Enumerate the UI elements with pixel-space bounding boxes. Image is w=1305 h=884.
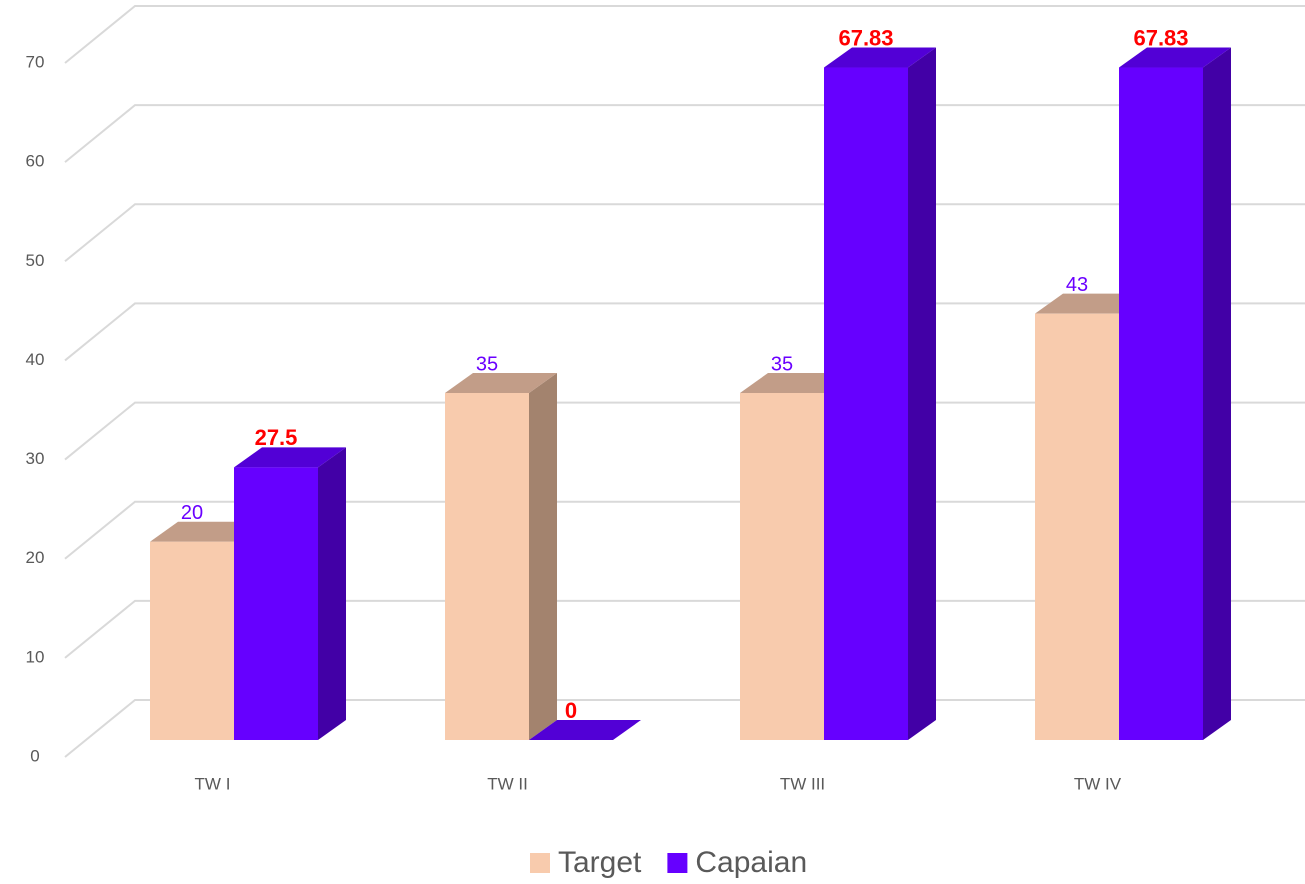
value-label: 20 bbox=[181, 502, 203, 524]
legend-swatch bbox=[667, 853, 688, 873]
bar bbox=[234, 467, 318, 740]
bar-top bbox=[824, 47, 936, 68]
value-label: 43 bbox=[1066, 274, 1088, 296]
y-tick-label: 10 bbox=[26, 647, 45, 666]
y-tick-label: 20 bbox=[26, 548, 45, 567]
value-label: 35 bbox=[476, 353, 498, 375]
x-tick-label: TW III bbox=[780, 774, 825, 793]
y-tick-label: 30 bbox=[26, 449, 45, 468]
bar-top bbox=[1119, 47, 1231, 68]
bar-side bbox=[908, 47, 936, 741]
grid-line bbox=[64, 5, 1305, 64]
value-label: 0 bbox=[565, 698, 577, 723]
legend-label: Capaian bbox=[695, 846, 807, 879]
value-label: 35 bbox=[771, 353, 793, 375]
y-tick-label: 50 bbox=[26, 251, 45, 270]
x-tick-label: TW I bbox=[195, 774, 231, 793]
bar-top bbox=[529, 720, 641, 740]
legend-swatch bbox=[530, 853, 550, 873]
value-label: 67.83 bbox=[838, 25, 893, 50]
y-tick-label: 40 bbox=[26, 350, 45, 369]
y-tick-label: 70 bbox=[26, 52, 45, 71]
y-tick-label: 0 bbox=[30, 746, 39, 765]
bar-side bbox=[318, 447, 346, 740]
bar bbox=[1035, 313, 1119, 740]
bar bbox=[740, 393, 824, 740]
value-label: 67.83 bbox=[1133, 25, 1188, 50]
x-tick-label: TW IV bbox=[1074, 774, 1122, 793]
bar bbox=[150, 541, 234, 740]
bar bbox=[824, 67, 908, 741]
bar-side bbox=[1203, 47, 1231, 741]
bar-side bbox=[529, 373, 557, 740]
bar bbox=[445, 393, 529, 740]
bar bbox=[1119, 67, 1203, 741]
value-label: 27.5 bbox=[255, 425, 298, 450]
x-tick-label: TW II bbox=[487, 774, 528, 793]
legend-label: Target bbox=[558, 846, 642, 879]
bar-top bbox=[234, 447, 346, 468]
bar-top bbox=[445, 373, 557, 393]
y-tick-label: 60 bbox=[26, 152, 45, 171]
